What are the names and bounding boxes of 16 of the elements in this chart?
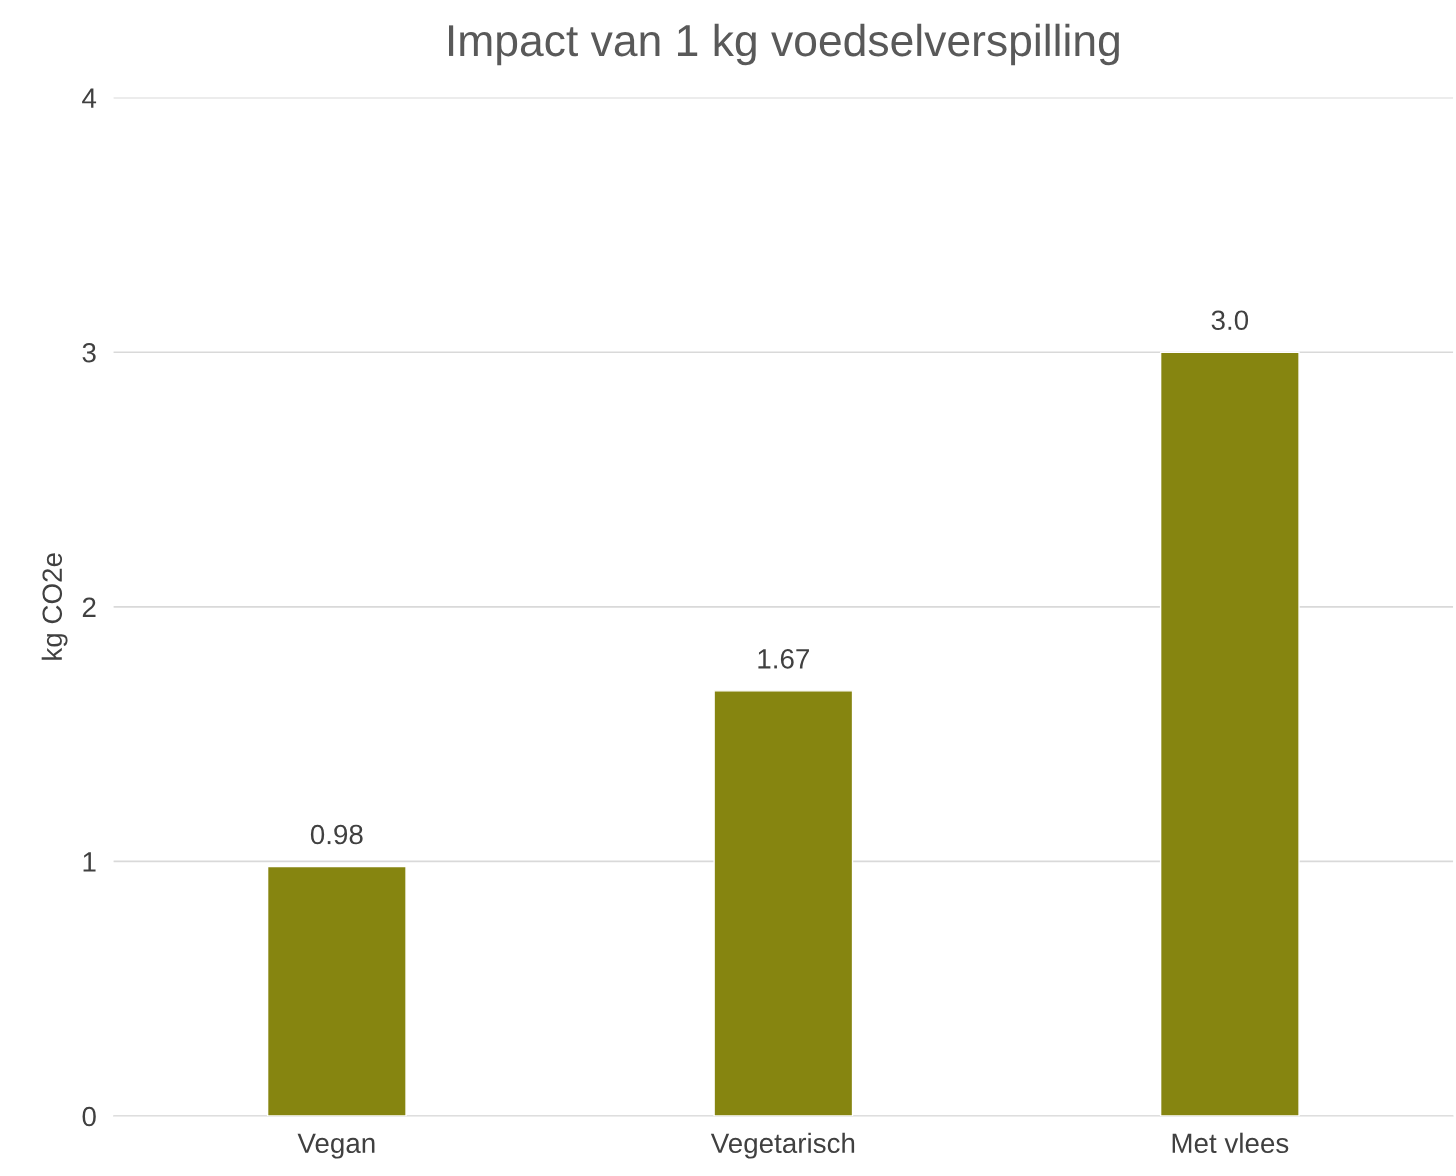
y-tick-label: 2 — [82, 597, 96, 617]
data-label: 0.98 — [310, 824, 363, 845]
bar — [266, 865, 407, 1117]
y-tick-label: 1 — [83, 852, 96, 872]
bar — [713, 690, 854, 1117]
y-axis-title: kg CO2e — [41, 553, 68, 660]
x-tick-label: Met vlees — [1172, 1132, 1289, 1154]
y-tick-label: 3 — [82, 342, 96, 363]
bar — [1159, 351, 1300, 1117]
data-label: 1.67 — [758, 649, 809, 669]
y-tick-label: 0 — [82, 1106, 96, 1127]
chart-title: Impact van 1 kg voedselverspilling — [449, 23, 1119, 66]
data-label: 3.0 — [1211, 310, 1249, 331]
x-tick-label: Vegetarisch — [710, 1132, 855, 1159]
y-tick-label: 4 — [82, 88, 97, 108]
x-tick-label: Vegan — [297, 1133, 375, 1159]
